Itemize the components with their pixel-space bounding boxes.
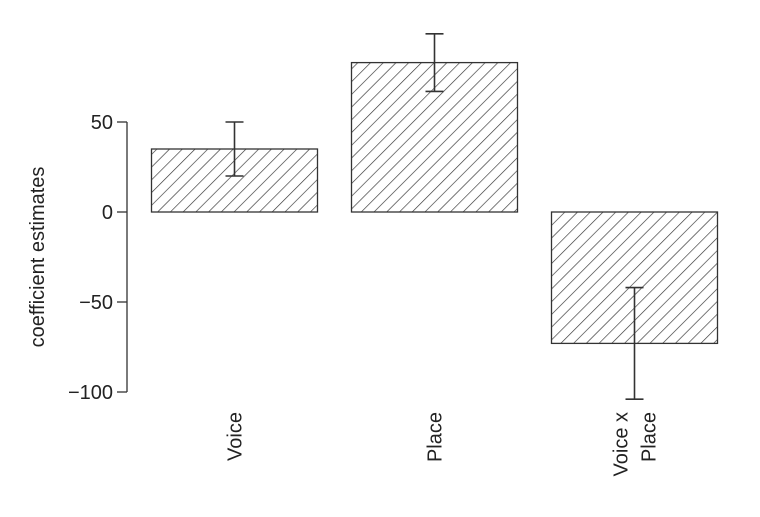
y-tick-label: −50 [79, 292, 113, 314]
x-tick-label: Place [425, 412, 447, 462]
x-tick-label: Voice [225, 412, 247, 461]
y-tick-label: 0 [102, 202, 113, 224]
error-bar [225, 121, 244, 177]
y-axis-title: coefficient estimates [27, 167, 49, 348]
error-bar [425, 32, 444, 93]
error-bar [625, 286, 644, 401]
y-tick-label: 50 [91, 112, 113, 134]
x-tick-label: Voice x Place [611, 412, 661, 476]
y-tick-label: −100 [68, 382, 113, 404]
